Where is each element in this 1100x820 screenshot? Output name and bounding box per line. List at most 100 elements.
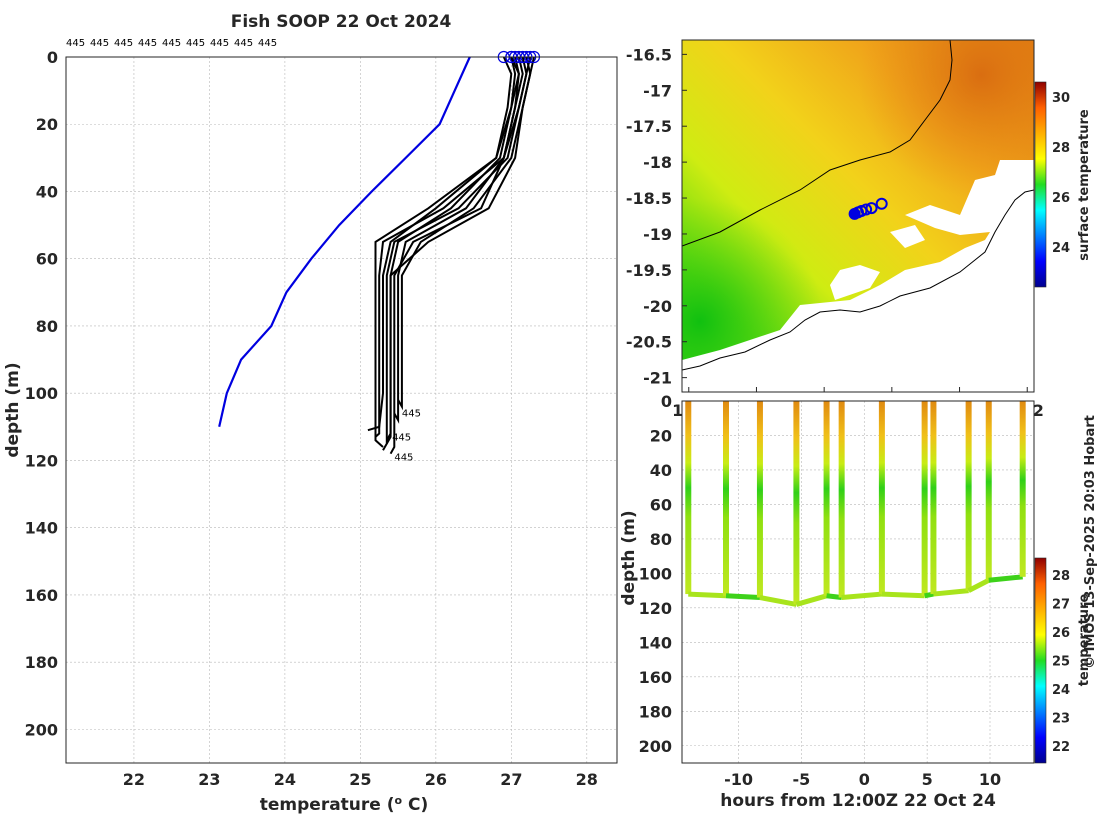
depth-time-y-label: depth (m) (619, 510, 639, 605)
vessel-track-point (849, 208, 860, 219)
vessel-track-point (865, 202, 878, 215)
sst-map-field (682, 40, 1034, 392)
profile-top-label: 445 (186, 38, 205, 49)
temperature-colorbar-tick: 28 (1052, 569, 1070, 584)
depth-time-x-tick: 5 (922, 770, 933, 789)
cast-descent (685, 401, 692, 595)
depth-time-y-tick: 160 (639, 668, 672, 687)
temperature-colorbar (1034, 557, 1047, 764)
profile-y-tick: 180 (25, 653, 58, 672)
temperature-colorbar-tick: 25 (1052, 655, 1070, 670)
profile-plot-area (66, 57, 617, 763)
profile-y-tick: 0 (47, 48, 58, 67)
profile-top-label: 445 (90, 38, 109, 49)
depth-time-casts (685, 401, 1026, 607)
profile-y-tick: 40 (36, 182, 58, 201)
profile-top-labels: 445 445 445 445 445 445 445 445 445 445 445 445 (66, 38, 421, 463)
depth-time-y-tick: 120 (639, 599, 672, 618)
profile-line (385, 56, 535, 445)
bottom-track (688, 591, 727, 599)
depth-time-y-tick: 80 (650, 530, 672, 549)
bottom-track (759, 595, 797, 607)
depth-time-y-tick: 200 (639, 737, 672, 756)
sst-colorbar (1034, 81, 1047, 288)
cast-descent (965, 401, 972, 591)
sst-map-y-tick: -17 (643, 81, 672, 100)
temperature-colorbar-ticks: 22 23 24 25 26 27 28 (1052, 569, 1070, 755)
profile-x-tick: 22 (123, 770, 145, 789)
profile-y-tick: 140 (25, 519, 58, 538)
profile-x-tick: 25 (349, 770, 371, 789)
profile-y-tick: 160 (25, 586, 58, 605)
depth-time-axes-box (681, 400, 1035, 764)
profile-top-label: 445 (258, 38, 277, 49)
chart-title: Fish SOOP 22 Oct 2024 (231, 12, 452, 32)
profile-end-label: 445 (392, 432, 411, 443)
profile-x-tick: 28 (576, 770, 598, 789)
depth-time-x-tick: 0 (859, 770, 870, 789)
bottom-track (795, 593, 828, 607)
cast-descent (878, 401, 885, 595)
temperature-colorbar-tick: 27 (1052, 598, 1070, 613)
sst-map-y-tick: -16.5 (626, 45, 672, 64)
profile-x-tick: 27 (500, 770, 522, 789)
depth-time-x-label: hours from 12:00Z 22 Oct 24 (720, 791, 996, 811)
profile-panel: 22 23 24 25 26 27 28 0 20 40 60 80 100 120 140 160 180 20… (3, 38, 618, 815)
profile-y-tick: 200 (25, 720, 58, 739)
vessel-track-point (860, 203, 873, 216)
profile-top-label: 445 (114, 38, 133, 49)
profile-top-label: 445 (138, 38, 157, 49)
profile-tick-labels: 22 23 24 25 26 27 28 0 20 40 60 80 100 120 140 160 180 20… (25, 48, 598, 789)
sst-colorbar-tick: 30 (1052, 91, 1070, 106)
profile-line (389, 56, 520, 455)
profile-top-label: 445 (162, 38, 181, 49)
profile-line (374, 56, 520, 448)
depth-time-x-tick: -5 (793, 770, 811, 789)
bottom-track (841, 591, 883, 601)
profile-y-tick: 100 (25, 384, 58, 403)
profile-grid (66, 57, 617, 763)
depth-time-y-tick: 180 (639, 702, 672, 721)
sst-map-y-tick: -19 (643, 225, 672, 244)
sst-map-y-tick: -20 (643, 297, 672, 316)
profile-y-tick: 60 (36, 250, 58, 269)
sst-colorbar-tick: 28 (1052, 141, 1070, 156)
cast-descent (1019, 401, 1026, 577)
profile-axes-box (65, 56, 618, 764)
depth-time-y-tick: 60 (650, 495, 672, 514)
profile-top-label: 445 (66, 38, 85, 49)
profile-x-tick: 23 (198, 770, 220, 789)
profile-x-tick: 26 (425, 770, 447, 789)
land (682, 190, 1034, 392)
profile-top-label: 445 (210, 38, 229, 49)
temperature-colorbar-tick: 24 (1052, 683, 1070, 698)
sst-map-y-tick: -20.5 (626, 333, 672, 352)
depth-time-plot-area (682, 401, 1034, 763)
bottom-track (988, 574, 1023, 583)
sst-map-panel: 117118119120121122-16.5-17-17.5-18-18.5-… (626, 39, 1092, 420)
profile-top-label: 445 (234, 38, 253, 49)
vessel-track-point (875, 197, 888, 210)
temperature-colorbar-tick: 26 (1052, 626, 1070, 641)
vessel-track (848, 197, 888, 220)
profile-x-label: temperature (o C) (260, 794, 429, 815)
cast-descent (921, 401, 928, 596)
profile-line (374, 56, 532, 438)
sst-colorbar-label: surface temperature (1077, 109, 1092, 261)
profile-lines (218, 50, 541, 455)
sst-map-y-tick: -18 (643, 153, 672, 172)
depth-time-y-tick: 20 (650, 426, 672, 445)
bottom-track (924, 591, 934, 599)
sst-map-y-tick: -19.5 (626, 261, 672, 280)
cast-descent (723, 401, 729, 596)
profile-y-label: depth (m) (3, 362, 23, 457)
profile-y-tick: 80 (36, 317, 58, 336)
profile-line (367, 56, 513, 432)
profile-line (393, 56, 524, 424)
bottom-track (881, 591, 925, 599)
temperature-colorbar-tick: 22 (1052, 740, 1070, 755)
sst-map-y-tick: -18.5 (626, 189, 672, 208)
cast-descent (823, 401, 830, 596)
sst-map-axes-box (681, 39, 1035, 393)
